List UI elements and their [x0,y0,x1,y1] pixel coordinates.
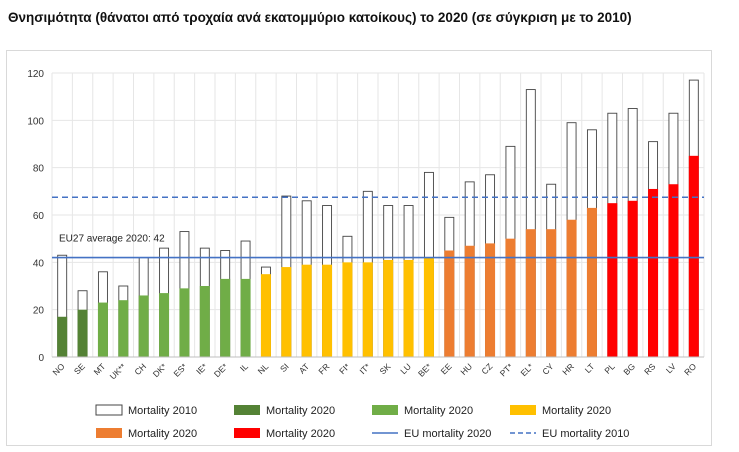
bar-2020 [301,264,312,357]
bar-2020 [159,293,170,357]
y-tick-label: 20 [33,306,45,317]
bar-2020 [464,245,475,357]
legend-label: Mortality 2020 [266,405,335,417]
legend-swatch [510,405,536,415]
x-tick-label: AT [297,361,311,375]
x-tick-label: UK** [108,361,129,382]
x-tick-label: DE* [212,361,230,379]
bar-2020 [648,188,659,357]
legend-label: Mortality 2020 [404,405,473,417]
x-tick-label: RO [682,361,698,377]
x-tick-label: NL [256,361,271,376]
x-tick-label: CZ [479,361,494,376]
legend-swatch [96,428,122,438]
bar-2020 [423,257,434,357]
bar-2020 [322,264,333,357]
x-tick-label: ES* [171,361,189,379]
x-tick-label: LT [583,361,597,375]
x-tick-label: FI* [337,361,352,376]
y-tick-label: 0 [38,353,44,364]
x-tick-label: IT* [357,361,372,376]
x-tick-label: IE* [194,361,210,377]
bar-2020 [546,229,557,357]
bar-2020 [525,229,536,357]
bar-2020 [607,203,618,357]
bar-2020 [77,309,88,357]
legend-label: Mortality 2020 [266,428,335,440]
eu-average-annotation: EU27 average 2020: 42 [59,234,165,245]
x-tick-label: LV [664,361,678,375]
x-tick-label: FR [316,361,331,376]
x-tick-label: IL [238,361,250,373]
bar-2020 [383,259,394,357]
y-tick-label: 120 [27,69,44,80]
bar-2020 [199,286,210,357]
bar-2020 [240,278,251,357]
y-tick-label: 80 [33,164,45,175]
x-tick-label: BE* [416,361,434,379]
y-tick-label: 40 [33,258,45,269]
x-tick-label: CH [132,361,148,377]
legend-swatch-outline [95,404,123,416]
x-tick-label: SE [72,361,87,376]
legend-swatch [234,405,260,415]
chart-frame [6,50,712,446]
legend-swatch [372,405,398,415]
bar-2020 [281,267,292,357]
bar-2020 [342,262,353,357]
x-tick-label: PL [602,361,617,376]
x-tick-label: SI [278,361,291,374]
bar-2020 [668,184,679,357]
x-tick-label: HU [458,361,474,377]
x-tick-label: BG [621,361,637,377]
x-tick-label: LU [398,361,413,376]
chart-title: Θνησιμότητα (θάνατοι από τροχαία ανά εκα… [8,10,632,25]
bar-2020 [403,259,414,357]
legend-label: Mortality 2010 [128,405,197,417]
bar-2020 [586,207,597,357]
bar-2020 [57,316,68,357]
bar-2020 [138,295,149,357]
x-tick-label: PT* [498,361,516,379]
bar-2020 [444,250,455,357]
x-tick-label: MT [92,361,108,377]
x-tick-label: NO [51,361,67,377]
bar-2020 [179,288,190,357]
y-tick-label: 100 [27,116,44,127]
bar-2020 [566,219,577,357]
legend-label: Mortality 2020 [128,428,197,440]
legend-swatch [234,428,260,438]
bar-2020 [627,200,638,357]
legend-label: EU mortality 2020 [404,428,491,440]
x-tick-label: RS [642,361,658,377]
x-tick-label: EL* [518,361,535,378]
x-tick-label: EE [439,361,454,376]
bar-2020 [118,300,129,357]
bar-2020 [362,262,373,357]
legend-label: Mortality 2020 [542,405,611,417]
bar-2020 [260,274,271,357]
x-tick-label: HR [560,361,576,377]
legend-label: EU mortality 2010 [542,428,629,440]
bar-2020 [97,302,108,357]
bar-2020 [688,155,699,357]
bar-2020 [220,278,231,357]
x-tick-label: CY [540,361,556,377]
x-tick-label: SK [378,361,393,376]
y-tick-label: 60 [33,211,45,222]
bar-2020 [505,238,516,357]
bar-2020 [485,243,496,357]
x-tick-label: DK* [151,361,169,379]
